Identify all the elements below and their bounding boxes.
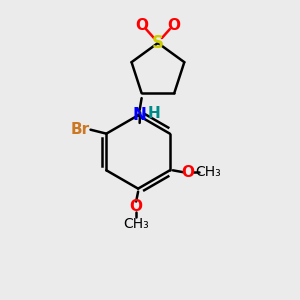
Text: Br: Br <box>71 122 90 137</box>
Text: O: O <box>130 199 142 214</box>
Text: O: O <box>167 18 180 33</box>
Text: N: N <box>133 106 147 124</box>
Text: CH₃: CH₃ <box>196 165 221 179</box>
Text: CH₃: CH₃ <box>123 217 149 231</box>
Text: S: S <box>152 34 164 52</box>
Text: H: H <box>147 106 160 122</box>
Text: O: O <box>181 165 194 180</box>
Text: O: O <box>136 18 148 33</box>
